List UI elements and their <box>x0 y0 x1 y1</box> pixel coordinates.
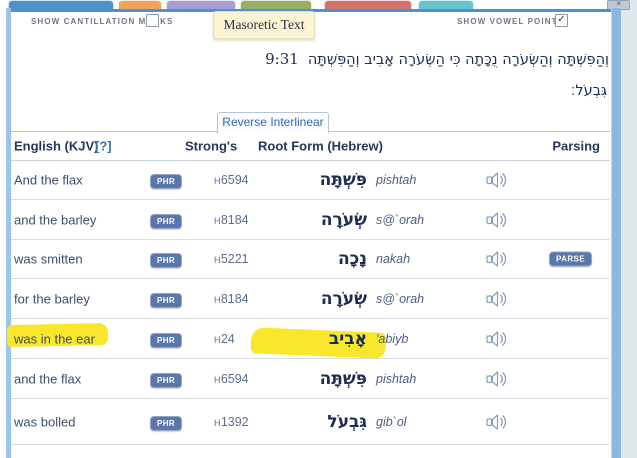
speaker-icon[interactable] <box>485 248 511 270</box>
english-phrase[interactable]: for the barley <box>14 291 90 306</box>
vowel-points-label: SHOW VOWEL POINTS <box>457 17 565 26</box>
strongs-link[interactable]: H6594 <box>214 173 249 187</box>
speaker-icon[interactable] <box>485 169 511 191</box>
phrase-button[interactable]: PHR <box>150 292 183 308</box>
top-tab-1-selected[interactable] <box>8 0 114 11</box>
transliteration: 'abiyb <box>376 331 409 346</box>
page-background <box>620 0 637 458</box>
col-header-strongs: Strong's <box>185 138 238 154</box>
english-phrase[interactable]: was bolled <box>14 414 76 429</box>
english-phrase[interactable]: and the barley <box>14 212 97 227</box>
strongs-link[interactable]: H24 <box>214 331 235 346</box>
panel-top-bar <box>6 9 620 12</box>
strongs-link[interactable]: H8184 <box>214 212 249 227</box>
speaker-icon[interactable] <box>485 328 511 350</box>
strongs-link[interactable]: H6594 <box>214 371 249 386</box>
top-tab-3[interactable] <box>166 0 236 11</box>
transliteration: gib`ol <box>376 414 407 429</box>
hebrew-root-word[interactable]: נָכָה <box>337 249 367 269</box>
transliteration: pishtah <box>376 371 417 386</box>
transliteration: nakah <box>376 252 411 266</box>
table-row: and the flax PHR H6594 פִּשְׁתָּה pishta… <box>11 359 610 399</box>
top-tab-2[interactable] <box>118 0 162 11</box>
top-tab-5[interactable] <box>324 0 412 11</box>
speaker-icon[interactable] <box>485 288 511 310</box>
col-header-parsing: Parsing <box>552 138 600 154</box>
english-phrase[interactable]: And the flax <box>14 172 83 188</box>
col-header-english: English (KJV) <box>14 138 99 154</box>
table-row: and the barley PHR H8184 שְׂעֹרָה s@`ora… <box>11 200 610 240</box>
phrase-button[interactable]: PHR <box>150 253 183 268</box>
panel-border-left <box>6 8 11 458</box>
hebrew-root-word[interactable]: פִּשְׁתָּה <box>319 170 367 190</box>
phrase-button[interactable]: PHR <box>150 415 183 431</box>
english-phrase[interactable]: and the flax <box>14 371 82 386</box>
panel-border-right <box>611 8 621 458</box>
top-tab-6[interactable] <box>418 0 474 11</box>
table-row: was bolled PHR H1392 גִּבְעֹל gib`ol <box>11 399 610 445</box>
hebrew-root-word[interactable]: שְׂעֹרָה <box>320 288 367 309</box>
hebrew-verse-line2: גִּבְעֹל׃ <box>571 83 607 99</box>
top-tab-4[interactable] <box>240 0 312 11</box>
hebrew-verse-line1: וְהַפִּשְׁתָּה וְהַשְּׂעֹרָה נֻכָּתָה כִ… <box>11 46 609 73</box>
col-header-root-form: Root Form (Hebrew) <box>258 138 383 154</box>
phrase-button[interactable]: PHR <box>150 213 183 229</box>
phrase-button[interactable]: PHR <box>150 372 183 388</box>
table-row: And the flax PHR H6594 פִּשְׁתָּה pishta… <box>11 161 610 200</box>
vowel-points-checkbox[interactable]: ✓ <box>555 14 568 27</box>
table-row: for the barley PHR H8184 שְׂעֹרָה s@`ora… <box>11 279 610 319</box>
strongs-link[interactable]: H8184 <box>214 291 249 306</box>
parse-button[interactable]: PARSE <box>549 251 592 267</box>
english-phrase[interactable]: was smitten <box>14 251 83 267</box>
transliteration: s@`orah <box>376 212 425 227</box>
strongs-link[interactable]: H1392 <box>214 414 249 429</box>
hebrew-root-word[interactable]: אָבִיב <box>328 328 367 349</box>
english-phrase[interactable]: was in the ear <box>14 331 95 346</box>
transliteration: pishtah <box>376 173 417 187</box>
hebrew-verse-text: וְהַפִּשְׁתָּה וְהַשְּׂעֹרָה נֻכָּתָה כִ… <box>307 52 609 68</box>
cantillation-label: SHOW CANTILLATION MARKS <box>31 17 174 26</box>
table-row-highlighted: was in the ear PHR H24 אָבִיב 'abiyb <box>6 319 610 359</box>
transliteration: s@`orah <box>376 291 425 306</box>
hebrew-root-word[interactable]: גִּבְעֹל <box>327 411 367 432</box>
speaker-icon[interactable] <box>485 411 511 433</box>
hebrew-root-word[interactable]: פִּשְׁתָּה <box>319 368 367 389</box>
verse-reference: 9:31 <box>265 50 299 68</box>
cantillation-checkbox[interactable] <box>146 14 159 27</box>
table-row: was smitten PHR H5221 נָכָה nakah PARSE <box>11 240 610 279</box>
speaker-icon[interactable] <box>485 368 511 390</box>
phrase-button[interactable]: PHR <box>150 174 183 189</box>
phrase-button[interactable]: PHR <box>150 332 183 348</box>
tab-reverse-interlinear[interactable]: Reverse Interlinear <box>217 112 329 134</box>
help-link[interactable]: [?] <box>95 138 112 154</box>
speaker-icon[interactable] <box>485 209 511 231</box>
hebrew-root-word[interactable]: שְׂעֹרָה <box>320 209 367 230</box>
strongs-link[interactable]: H5221 <box>214 252 249 266</box>
masoretic-text-button[interactable]: Masoretic Text <box>213 11 315 39</box>
table-header-row: English (KJV) [?] Strong's Root Form (He… <box>11 132 610 161</box>
